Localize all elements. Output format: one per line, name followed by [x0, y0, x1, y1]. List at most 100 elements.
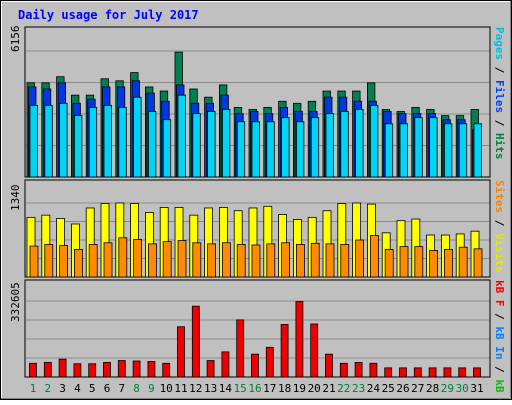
bar-kbf-day-24	[369, 362, 378, 378]
bar-sites-day-25	[384, 248, 394, 278]
bar-pages-day-19	[295, 121, 305, 178]
x-tick-label-day-2: 2	[44, 382, 51, 395]
bar-sites-day-15	[236, 244, 246, 278]
x-tick-label-day-23: 23	[352, 382, 365, 395]
bar-pages-day-13	[207, 111, 216, 178]
bar-kbf-day-29	[443, 367, 452, 378]
x-tick-label-day-29: 29	[441, 382, 454, 395]
bar-sites-day-27	[414, 246, 424, 278]
bar-pages-day-29	[443, 123, 453, 178]
x-tick-label-day-10: 10	[160, 382, 173, 395]
bar-pages-day-1	[29, 104, 38, 178]
x-tick-label-day-4: 4	[74, 382, 81, 395]
bar-kbf-day-27	[413, 367, 422, 378]
x-tick-label-day-25: 25	[382, 382, 395, 395]
legend-separator-2: /	[493, 113, 506, 133]
bar-pages-day-27	[414, 117, 423, 178]
x-tick-label-day-8: 8	[133, 382, 140, 395]
bar-pages-day-21	[325, 113, 334, 178]
bar-sites-day-24	[369, 235, 379, 278]
bar-pages-day-9	[147, 111, 157, 178]
x-tick-label-day-12: 12	[189, 382, 202, 395]
bar-sites-day-8	[133, 239, 143, 278]
bar-sites-day-6	[103, 242, 113, 278]
bar-kbf-day-7	[117, 360, 126, 378]
bar-kbf-day-12	[191, 305, 200, 378]
x-tick-label-day-15: 15	[234, 382, 247, 395]
bar-kbf-day-21	[325, 353, 333, 378]
x-tick-label-day-6: 6	[104, 382, 111, 395]
bar-pages-day-6	[103, 104, 112, 178]
bar-kbf-day-9	[147, 361, 156, 378]
bar-sites-day-13	[207, 243, 217, 278]
bar-pages-day-2	[44, 104, 53, 178]
bar-sites-day-30	[458, 246, 468, 278]
bar-pages-day-5	[88, 107, 98, 178]
bar-kbf-day-26	[399, 367, 407, 378]
x-tick-label-day-3: 3	[59, 382, 66, 395]
x-tick-label-day-26: 26	[396, 382, 409, 395]
bar-kbf-day-20	[310, 323, 319, 378]
bar-sites-day-5	[88, 244, 98, 278]
legend-kbin: kB In	[493, 326, 506, 359]
bar-sites-day-23	[355, 239, 365, 278]
legend-separator-4: /	[493, 307, 506, 327]
bar-kbf-day-16	[251, 353, 259, 378]
bar-sites-day-26	[399, 246, 409, 278]
bar-kbf-day-15	[236, 319, 245, 378]
x-tick-label-day-27: 27	[411, 382, 424, 395]
x-tick-label-day-17: 17	[263, 382, 276, 395]
bar-pages-day-31	[473, 123, 482, 178]
x-tick-label-day-21: 21	[322, 382, 335, 395]
bar-pages-day-20	[310, 117, 320, 178]
bar-kbf-day-23	[354, 361, 363, 378]
bar-kbf-day-31	[473, 367, 481, 378]
bar-kbf-day-18	[280, 324, 289, 378]
bar-kbf-day-4	[73, 363, 82, 378]
bar-kbf-day-10	[162, 362, 171, 378]
bar-pages-day-8	[133, 96, 142, 178]
x-tick-label-day-14: 14	[219, 382, 233, 395]
x-tick-label-day-22: 22	[337, 382, 350, 395]
chart-title: Daily usage for July 2017	[18, 8, 199, 22]
bar-pages-day-28	[429, 117, 438, 178]
x-tick-label-day-18: 18	[278, 382, 291, 395]
bar-sites-day-4	[74, 248, 83, 278]
bar-sites-day-16	[251, 244, 261, 278]
bar-pages-day-18	[281, 117, 290, 178]
bar-sites-day-31	[473, 248, 483, 278]
legend-separator-5: /	[493, 360, 506, 380]
bar-sites-day-20	[310, 242, 320, 278]
bar-kbf-day-2	[43, 361, 52, 378]
x-tick-label-day-7: 7	[118, 382, 125, 395]
bar-kbf-day-5	[88, 363, 97, 378]
legend-kbf: kB F	[493, 280, 506, 307]
legend-kbout: kB Out	[493, 379, 506, 400]
x-tick-label-day-13: 13	[204, 382, 217, 395]
bar-kbf-day-22	[339, 362, 348, 378]
bar-kbf-day-19	[295, 301, 304, 378]
bar-kbf-day-6	[103, 361, 111, 378]
bar-sites-day-28	[429, 250, 439, 278]
legend-separator-1: /	[493, 60, 506, 80]
x-tick-label-day-31: 31	[470, 382, 483, 395]
bar-sites-day-1	[29, 245, 39, 278]
bar-sites-day-29	[443, 248, 453, 278]
bar-kbf-day-11	[177, 326, 185, 378]
legend-separator-3: /	[493, 213, 506, 233]
bar-kbf-day-1	[29, 362, 37, 378]
x-tick-label-day-11: 11	[174, 382, 187, 395]
bar-sites-day-22	[340, 244, 350, 278]
bar-pages-day-11	[177, 94, 186, 178]
bar-sites-day-2	[44, 244, 54, 278]
bar-pages-day-12	[192, 113, 201, 178]
legend-pages: Pages	[493, 27, 506, 60]
bar-pages-day-10	[162, 119, 172, 178]
bar-pages-day-23	[355, 109, 364, 178]
hits-legend: Pages / Files / Hits	[493, 27, 506, 160]
bar-sites-day-18	[281, 242, 291, 278]
bar-pages-day-15	[236, 121, 246, 178]
bar-pages-day-4	[74, 115, 83, 178]
